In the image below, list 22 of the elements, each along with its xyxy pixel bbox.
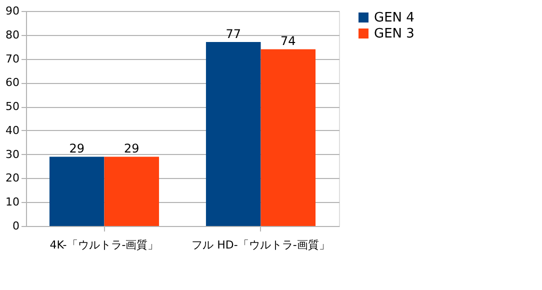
data-label: 74: [280, 34, 296, 48]
y-tick-label: 10: [6, 196, 20, 209]
y-tick-label: 30: [6, 148, 20, 161]
y-tick-label: 60: [6, 76, 20, 90]
y-tick-label: 50: [6, 100, 20, 114]
data-label: 77: [226, 27, 242, 42]
y-tick-label: 70: [6, 52, 20, 66]
bar: [206, 42, 261, 226]
bar: [260, 49, 316, 226]
x-tick-label: 4K-「ウルトラ-画質」: [50, 238, 159, 252]
data-label: 29: [124, 142, 140, 156]
legend-label: GEN 4: [374, 10, 414, 26]
y-tick-label: 80: [6, 28, 20, 42]
bar: [49, 156, 104, 226]
x-tick-label: フル HD-「ウルトラ-画質」: [192, 238, 330, 252]
data-label: 29: [69, 142, 85, 156]
y-tick-label: 20: [6, 172, 20, 185]
y-tick-label: 90: [6, 4, 20, 18]
y-tick-label: 40: [6, 124, 20, 137]
bar: [104, 156, 160, 226]
legend-label: GEN 3: [374, 26, 414, 42]
y-tick-label: 0: [12, 220, 20, 232]
